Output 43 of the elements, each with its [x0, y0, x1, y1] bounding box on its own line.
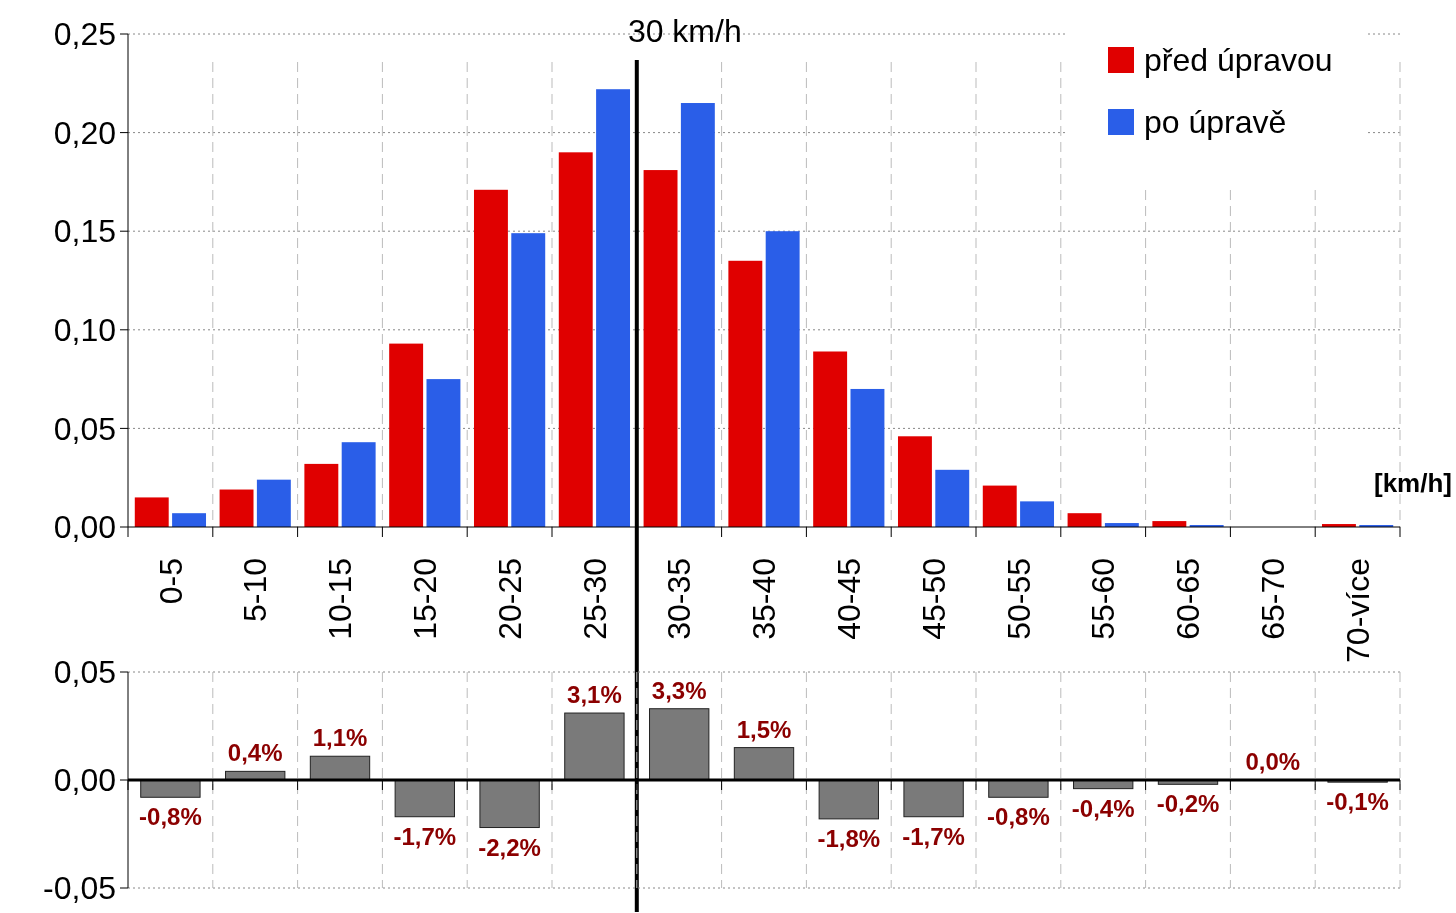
- x-axis-title: [km/h]: [1374, 468, 1452, 498]
- y-tick-label: 0,05: [53, 654, 116, 691]
- data-label: -1,8%: [817, 824, 881, 852]
- data-label: -0,4%: [1071, 794, 1135, 822]
- y-tick-label: 0,10: [53, 312, 116, 348]
- data-label: 3,1%: [567, 681, 622, 709]
- x-tick-label: 0-5: [152, 558, 189, 605]
- x-tick-label: 40-45: [831, 558, 867, 640]
- data-label: 3,3%: [651, 676, 707, 704]
- x-tick-label: 15-20: [407, 558, 443, 640]
- data-label: 1,5%: [736, 715, 792, 743]
- data-label: -1,7%: [393, 822, 457, 850]
- y-tick-label: 0,00: [53, 509, 116, 546]
- legend-label: před úpravou: [1144, 42, 1333, 79]
- x-tick-label: 10-15: [322, 558, 359, 640]
- data-label: -0,8%: [139, 803, 202, 831]
- data-label: -1,7%: [902, 822, 965, 850]
- data-label: 0,0%: [1245, 748, 1301, 775]
- x-tick-label: 45-50: [915, 558, 952, 640]
- data-label: -2,2%: [478, 833, 541, 861]
- x-tick-label: 20-25: [491, 558, 528, 640]
- x-tick-label: 60-65: [1170, 558, 1207, 640]
- data-label: 0,4%: [227, 739, 283, 767]
- x-tick-label: 65-70: [1255, 558, 1291, 640]
- y-tick-label: 0,20: [53, 114, 116, 151]
- ref-line-label: 30 km/h: [627, 13, 742, 49]
- y-tick-label: 0,00: [53, 762, 116, 799]
- x-tick-label: 5-10: [237, 558, 274, 623]
- x-tick-label: 55-60: [1085, 558, 1122, 640]
- y-tick-label: 0,25: [53, 16, 116, 53]
- data-label: -0,1%: [1326, 788, 1389, 816]
- data-label: -0,2%: [1156, 790, 1220, 818]
- y-tick-label: 0,05: [53, 410, 116, 447]
- x-tick-label: 35-40: [746, 558, 783, 640]
- y-tick-label: -0,05: [43, 870, 116, 907]
- x-tick-label: 30-35: [661, 558, 698, 640]
- legend-label: po úpravě: [1144, 104, 1287, 141]
- data-label: -0,8%: [987, 803, 1050, 831]
- data-label: 1,1%: [312, 724, 368, 752]
- x-tick-label: 25-30: [576, 558, 613, 640]
- x-tick-label: 50-55: [1000, 558, 1037, 640]
- y-tick-label: 0,15: [53, 213, 116, 250]
- x-tick-label: 70-více: [1339, 558, 1376, 663]
